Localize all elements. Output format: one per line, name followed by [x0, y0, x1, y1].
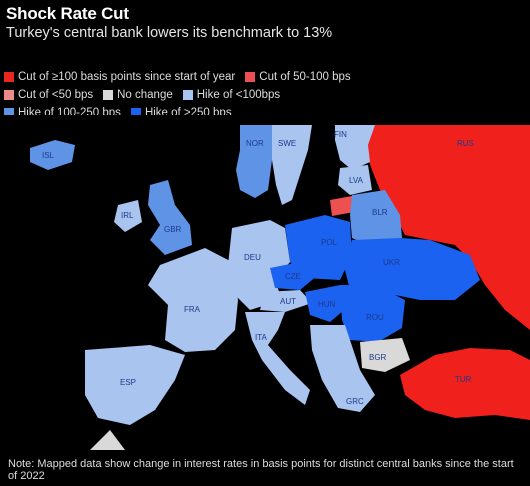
country-ltu — [330, 196, 354, 216]
chart-subtitle: Turkey's central bank lowers its benchma… — [6, 25, 333, 41]
country-ukr — [345, 238, 480, 300]
label-isl: ISL — [42, 151, 55, 160]
country-aut — [260, 290, 312, 312]
country-isl — [30, 140, 75, 170]
label-ita: ITA — [255, 333, 268, 342]
country-ita — [245, 312, 310, 405]
legend-item-no-change: No change — [103, 89, 173, 101]
label-tur: TUR — [455, 375, 472, 384]
label-deu: DEU — [244, 253, 261, 262]
country-bgr — [360, 338, 410, 372]
label-fin: FIN — [334, 130, 347, 139]
country-swe — [272, 125, 312, 205]
label-bgr: BGR — [369, 353, 387, 362]
country-deu — [228, 220, 290, 310]
country-blr — [350, 190, 402, 246]
country-grc — [310, 325, 375, 412]
label-rus: RUS — [457, 139, 474, 148]
country-hun — [305, 285, 350, 322]
label-irl: IRL — [121, 211, 134, 220]
country-rou — [340, 285, 405, 342]
country-irl — [114, 200, 142, 232]
legend-item-cut-lt50: Cut of <50 bps — [4, 89, 93, 101]
country-esp — [85, 345, 185, 425]
country-nor — [236, 125, 272, 198]
label-lva: LVA — [349, 176, 364, 185]
label-esp: ESP — [120, 378, 136, 387]
label-hun: HUN — [318, 300, 336, 309]
europe-map: ISL NOR SWE FIN RUS LVA IRL GBR BLR POL … — [0, 115, 530, 455]
label-swe: SWE — [278, 139, 296, 148]
label-nor: NOR — [246, 139, 264, 148]
legend-item-cut-ge100: Cut of ≥100 basis points since start of … — [4, 71, 235, 83]
country-fin — [335, 125, 375, 170]
label-aut: AUT — [280, 297, 296, 306]
label-grc: GRC — [346, 397, 364, 406]
label-cze: CZE — [285, 272, 301, 281]
legend: Cut of ≥100 basis points since start of … — [4, 68, 526, 122]
label-ukr: UKR — [383, 258, 400, 267]
country-dza — [90, 430, 125, 450]
label-rou: ROU — [366, 313, 384, 322]
legend-item-hike-lt100: Hike of <100bps — [182, 89, 280, 101]
label-gbr: GBR — [164, 225, 182, 234]
legend-item-cut-50-100: Cut of 50-100 bps — [245, 71, 351, 83]
label-fra: FRA — [184, 305, 201, 314]
country-lva — [338, 165, 372, 195]
footnote: Note: Mapped data show change in interes… — [8, 458, 514, 482]
country-rus — [365, 125, 530, 330]
label-pol: POL — [321, 238, 338, 247]
country-cze — [270, 262, 318, 290]
chart-title: Shock Rate Cut — [6, 4, 129, 23]
country-tur — [400, 348, 530, 420]
country-fra — [148, 248, 238, 352]
country-gbr — [148, 180, 192, 255]
label-blr: BLR — [372, 208, 388, 217]
